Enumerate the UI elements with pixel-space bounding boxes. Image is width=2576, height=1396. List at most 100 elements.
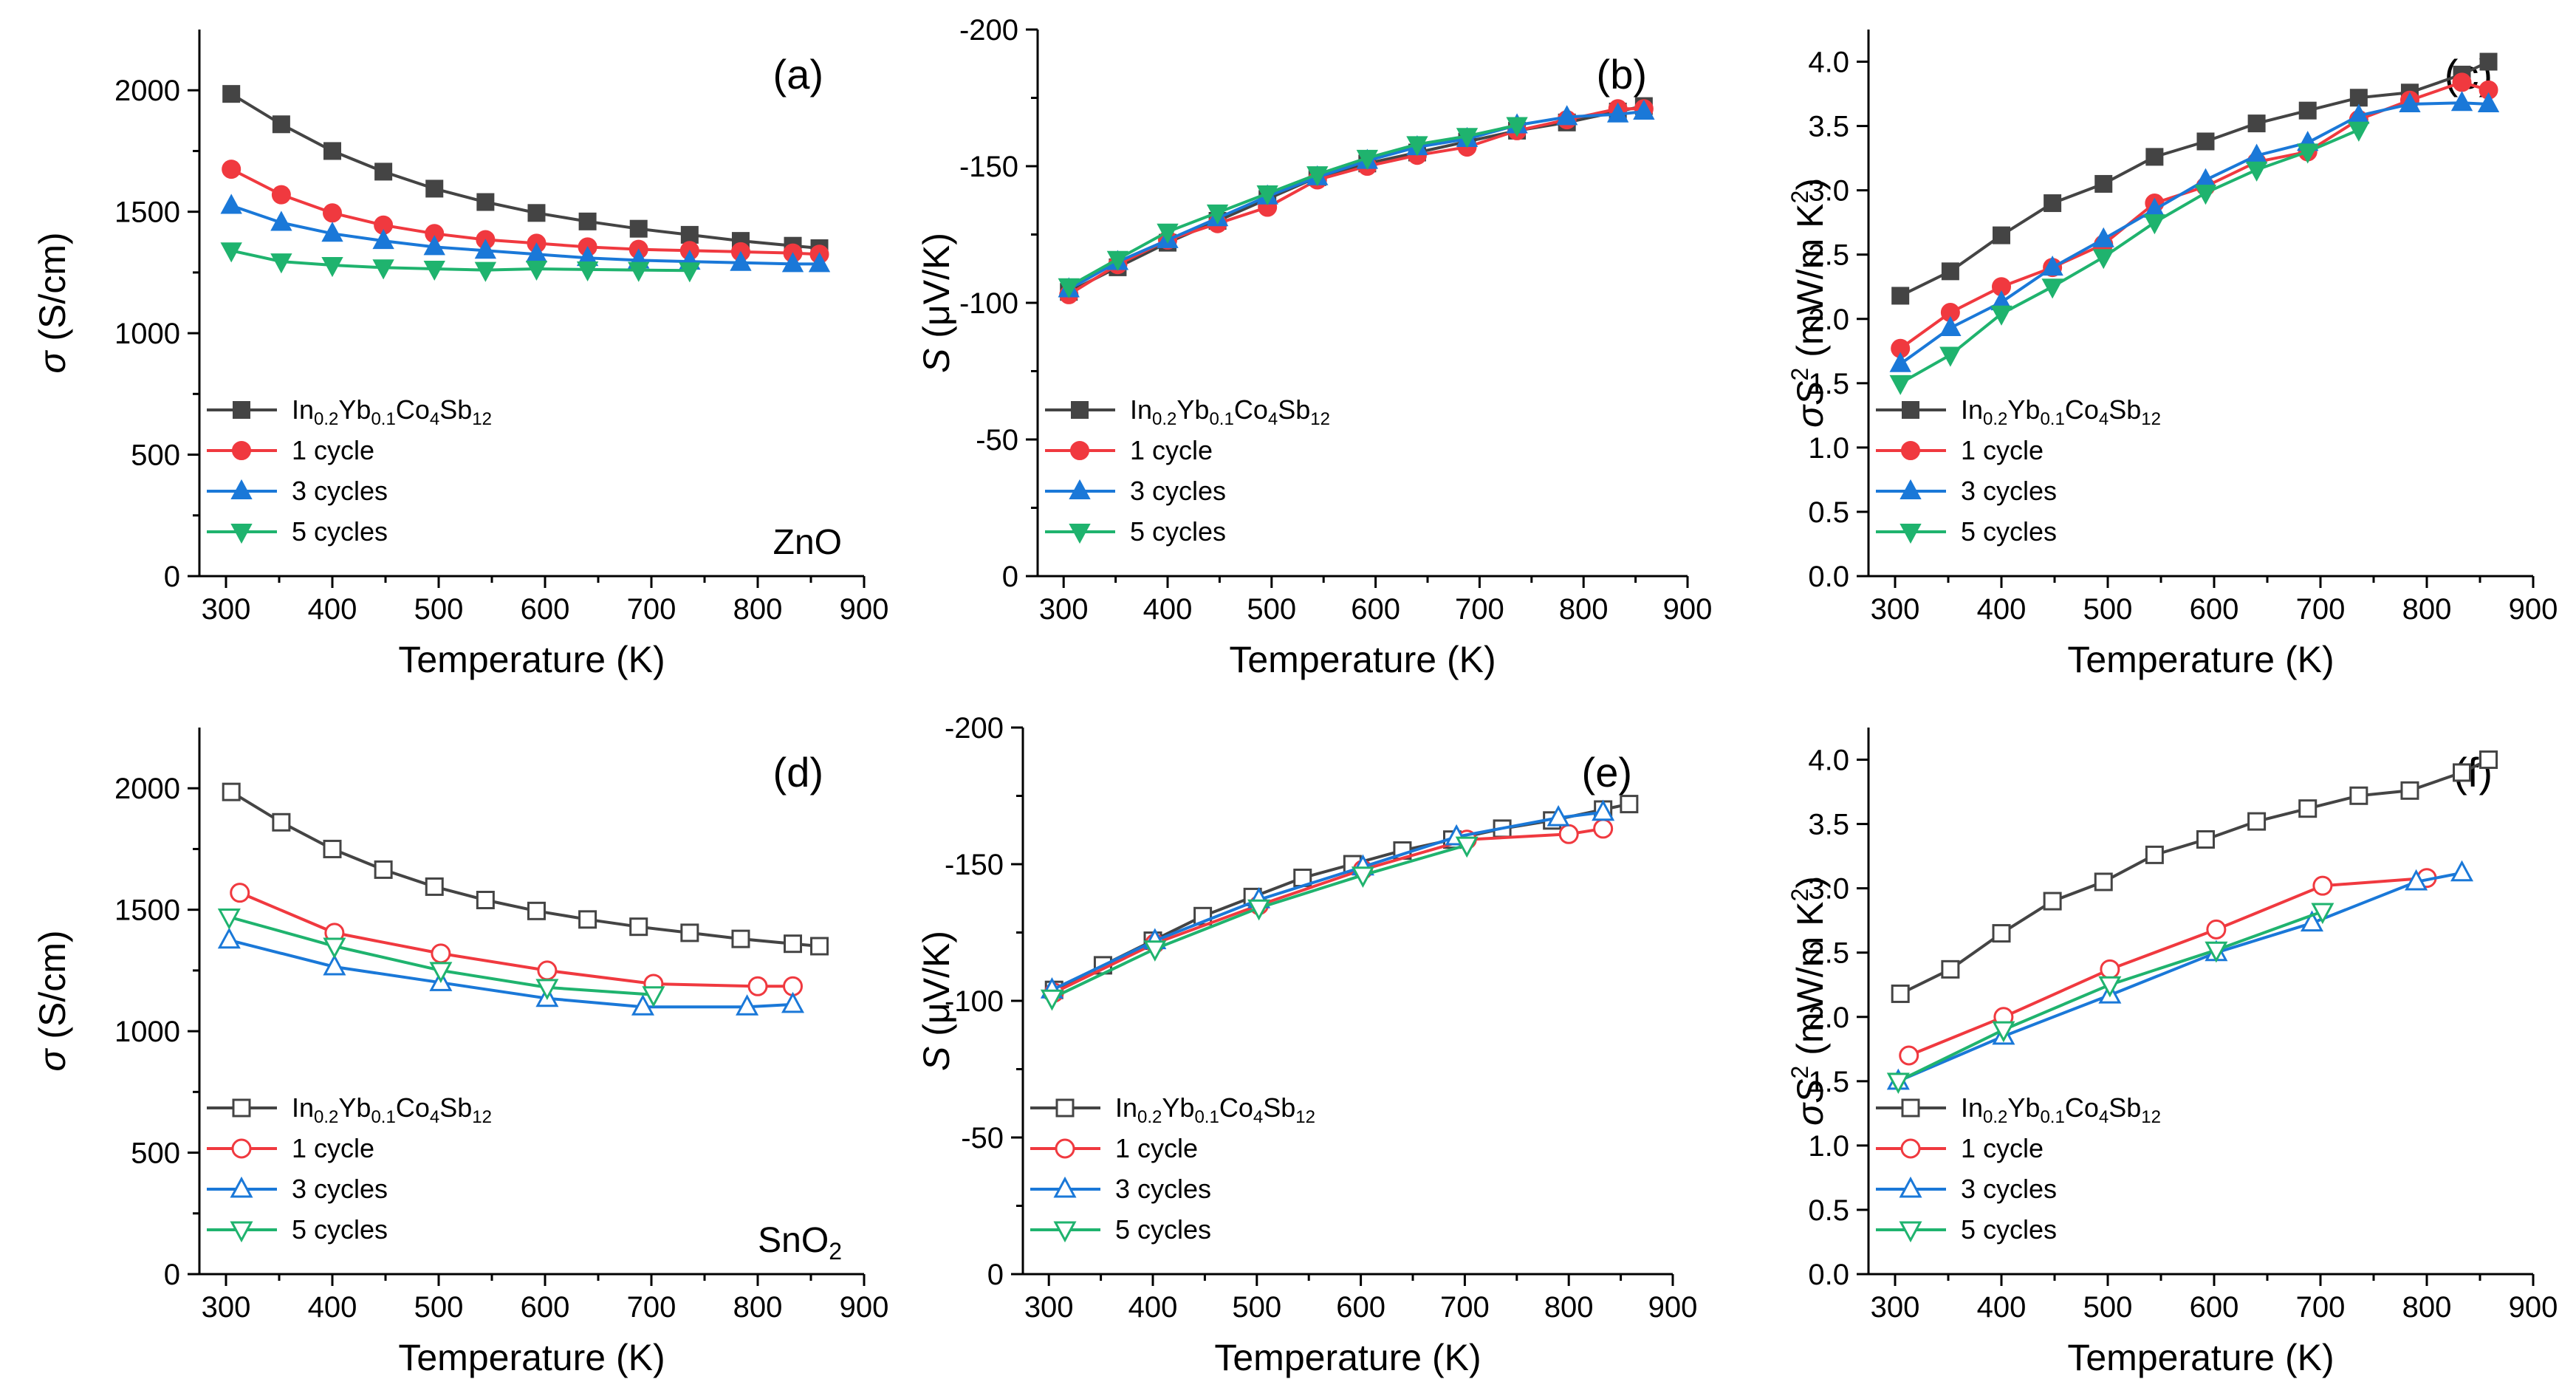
data-point (2206, 919, 2227, 940)
data-point (2043, 892, 2062, 911)
data-point (2194, 185, 2217, 205)
x-tick-label: 700 (627, 593, 676, 626)
x-tick-label: 600 (2190, 1291, 2239, 1324)
x-tick-label: 500 (1232, 1291, 1281, 1324)
x-tick-label: 900 (1648, 1291, 1698, 1324)
data-point (808, 252, 831, 273)
data-point (2143, 214, 2166, 235)
data-point (1058, 278, 1080, 298)
data-point (2245, 161, 2268, 182)
data-point (1891, 287, 1910, 305)
data-point (1558, 824, 1579, 844)
series-3 (217, 909, 665, 1007)
data-point (220, 242, 242, 263)
data-point (629, 917, 648, 937)
data-point (2094, 872, 2113, 892)
series-line (1053, 827, 1604, 994)
data-point (680, 923, 699, 942)
data-point (730, 250, 752, 271)
data-point (631, 994, 654, 1016)
series-1 (1044, 818, 1614, 1003)
legend-marker (230, 524, 253, 544)
x-tick-label: 500 (414, 1291, 464, 1324)
data-point (1040, 989, 1063, 1011)
data-point (2453, 763, 2472, 782)
legend-marker (230, 1221, 253, 1243)
data-point (1620, 795, 1639, 814)
series-0 (222, 782, 829, 956)
series-line (1897, 871, 2462, 1083)
data-point (1206, 204, 1229, 225)
series-0 (222, 85, 829, 257)
data-point (2205, 941, 2228, 963)
y-tick-label: 2.5 (1808, 937, 1849, 970)
panel-f: 300 400 500 600 700 800 900 0.0 0.5 1.0 1.5 2.0 2.5 3… (1787, 728, 2558, 1378)
data-point (1939, 346, 1962, 367)
data-point (2297, 143, 2319, 164)
x-tick-label: 400 (1977, 1291, 2027, 1324)
series-line (1908, 876, 2428, 1057)
y-tick-label: -100 (945, 985, 1004, 1018)
series-0 (1891, 750, 2498, 1003)
x-tick-label: 600 (1351, 593, 1400, 626)
data-point (527, 204, 546, 222)
legend-marker (1055, 1098, 1075, 1118)
data-point (1992, 1021, 2015, 1043)
y-tick-label: 1.5 (1808, 368, 1849, 400)
legend-marker (1902, 401, 1919, 419)
data-point (784, 934, 803, 954)
data-point (1351, 866, 1374, 888)
series-3 (1889, 121, 2370, 395)
data-point (2098, 976, 2122, 998)
data-point (578, 910, 597, 929)
data-point (628, 261, 650, 282)
data-point (1939, 315, 1962, 336)
data-point (217, 927, 241, 949)
y-tick-label: 1.0 (1808, 432, 1849, 465)
y-tick-label: 0 (987, 1259, 1004, 1291)
x-tick-label: 800 (733, 1291, 783, 1324)
data-point (230, 883, 250, 903)
panel-c: 300 400 500 600 700 800 900 0.0 0.5 1.0 1.5 2.0 2.5 3… (1787, 30, 2558, 680)
data-point (271, 185, 291, 205)
legend-marker (1901, 1098, 1920, 1118)
data-point (2399, 92, 2421, 112)
legend-label: 3 cycles (292, 1174, 388, 1204)
data-point (423, 235, 445, 256)
data-point (476, 891, 495, 910)
series-line (1068, 107, 1644, 296)
data-point (2041, 256, 2063, 276)
x-tick-label: 900 (2509, 593, 2558, 626)
legend-marker (1900, 479, 1922, 499)
x-tick-label: 900 (840, 593, 889, 626)
x-tick-label: 500 (414, 593, 464, 626)
panel-label: (a) (773, 51, 823, 97)
y-tick-label: 500 (131, 439, 180, 472)
legend-label: 5 cycles (292, 1214, 388, 1245)
x-tick-label: 400 (1143, 593, 1193, 626)
data-point (321, 257, 343, 278)
x-tick-label: 400 (308, 593, 357, 626)
data-point (2450, 91, 2473, 112)
data-point (2196, 829, 2215, 849)
data-point (810, 937, 829, 956)
legend: In0.2Yb0.1Co4Sb12 1 cycle 3 cycles 5 cycles (1045, 394, 1330, 547)
x-tick-label: 800 (2402, 593, 2452, 626)
series-1 (230, 883, 804, 996)
legend-label: 5 cycles (1115, 1214, 1211, 1245)
data-point (2196, 132, 2215, 151)
data-point (1546, 804, 1570, 827)
data-point (429, 962, 453, 984)
y-tick-label: 0.0 (1808, 1259, 1849, 1291)
data-point (220, 194, 242, 214)
data-point (2400, 781, 2419, 800)
data-point (2311, 903, 2334, 925)
series-line (1068, 110, 1645, 291)
data-point (323, 203, 342, 223)
data-point (474, 239, 497, 259)
x-tick-label: 500 (2083, 593, 2133, 626)
data-point (2194, 168, 2217, 188)
x-tick-label: 700 (2296, 1291, 2346, 1324)
series-2 (217, 927, 805, 1016)
y-tick-label: 0 (164, 1259, 180, 1291)
